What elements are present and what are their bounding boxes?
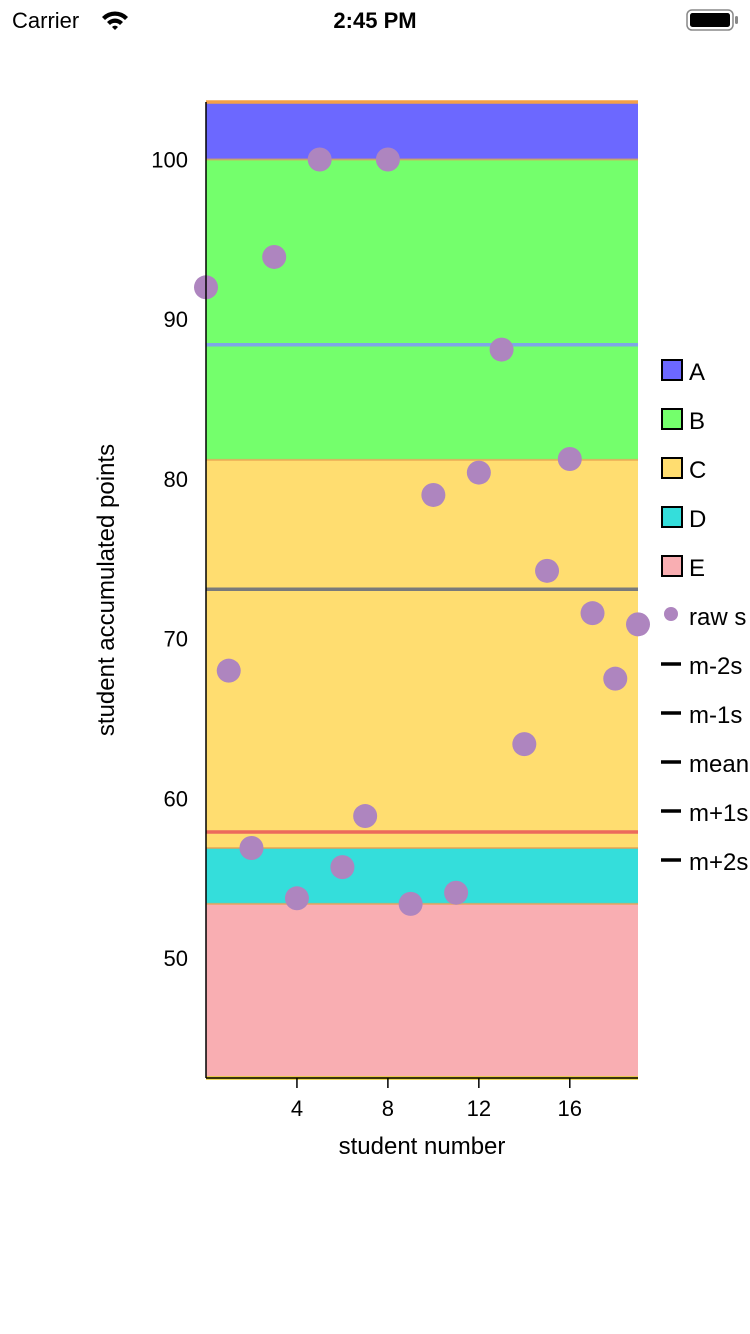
- data-point: [284, 886, 309, 911]
- x-tick-label: 12: [467, 1096, 491, 1121]
- data-point: [398, 891, 423, 916]
- data-point: [603, 666, 628, 691]
- legend-swatch-E: [661, 555, 683, 577]
- status-bar: Carrier 2:45 PM: [0, 0, 750, 40]
- x-tick-label: 8: [382, 1096, 394, 1121]
- x-tick-label: 16: [558, 1096, 582, 1121]
- data-point: [262, 244, 287, 269]
- legend-swatch-C: [661, 457, 683, 479]
- band-A: [206, 102, 638, 160]
- legend-label: m-1s: [689, 702, 742, 729]
- x-tick-label: 4: [291, 1096, 303, 1121]
- data-point: [535, 558, 560, 583]
- data-point: [216, 658, 241, 683]
- legend-label: D: [689, 506, 706, 533]
- legend-label: m+1s: [689, 800, 748, 827]
- legend-marker-raw: [664, 607, 678, 621]
- legend-label: raw s: [689, 604, 746, 631]
- data-point: [557, 447, 582, 472]
- legend-swatch-B: [661, 408, 683, 430]
- x-axis-label: student number: [339, 1133, 506, 1160]
- data-point: [626, 612, 650, 637]
- clock: 2:45 PM: [333, 8, 417, 33]
- band-D: [206, 847, 638, 904]
- data-point: [239, 835, 264, 860]
- data-point: [580, 601, 605, 626]
- data-point: [353, 804, 378, 829]
- y-axis-label: student accumulated points: [93, 444, 120, 736]
- y-tick-label: 60: [164, 786, 188, 811]
- y-tick-label: 80: [164, 467, 188, 492]
- y-tick-label: 90: [164, 307, 188, 332]
- data-point: [512, 732, 537, 757]
- band-E: [206, 903, 638, 1078]
- data-point: [375, 147, 400, 172]
- legend-label: C: [689, 457, 706, 484]
- y-tick-label: 50: [164, 946, 188, 971]
- data-point: [421, 482, 446, 507]
- data-point: [489, 337, 514, 362]
- legend-label: mean: [689, 751, 749, 778]
- y-tick-label: 70: [164, 627, 188, 652]
- band-B: [206, 159, 638, 460]
- data-point: [330, 855, 355, 880]
- data-point: [307, 147, 332, 172]
- legend-label: B: [689, 408, 705, 435]
- battery-icon: [686, 9, 738, 31]
- y-tick-label: 100: [151, 148, 188, 173]
- legend-label: m-2s: [689, 653, 742, 680]
- data-point: [444, 880, 469, 905]
- legend-swatch-D: [661, 506, 683, 528]
- wifi-icon: [102, 11, 128, 30]
- band-C: [206, 459, 638, 848]
- legend-label: A: [689, 359, 705, 386]
- data-point: [466, 460, 491, 485]
- legend-label: E: [689, 555, 705, 582]
- legend-label: m+2s: [689, 849, 748, 876]
- legend-swatch-A: [661, 359, 683, 381]
- carrier-label: Carrier: [12, 8, 80, 33]
